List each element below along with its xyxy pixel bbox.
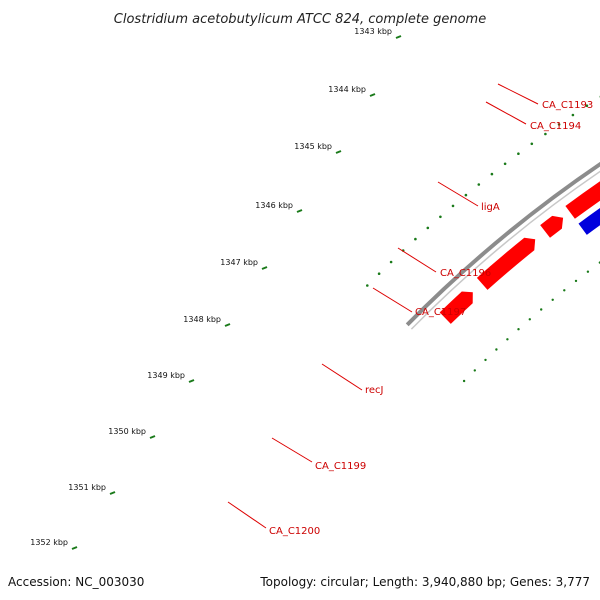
label-leader-line bbox=[372, 287, 413, 313]
label-leader-line bbox=[497, 83, 539, 105]
map-title: Clostridium acetobutylicum ATCC 824, com… bbox=[114, 12, 486, 27]
tick-mark bbox=[395, 35, 402, 39]
tick-dot bbox=[462, 379, 466, 383]
label-leader-line bbox=[397, 247, 437, 273]
tick-dot bbox=[426, 226, 430, 230]
backbone-arc bbox=[405, 161, 600, 327]
tick-label: 1350 kbp bbox=[108, 427, 146, 436]
tick-dot bbox=[366, 284, 369, 287]
tick-dot bbox=[451, 204, 455, 208]
tick-dot bbox=[377, 272, 381, 276]
label-leader-line bbox=[437, 181, 479, 207]
tick-dot bbox=[414, 237, 417, 241]
cds-arrow bbox=[476, 237, 536, 290]
tick-dot bbox=[585, 104, 589, 107]
tick-label: 1351 kbp bbox=[68, 483, 106, 492]
tick-dot bbox=[563, 289, 566, 292]
label-leader-line bbox=[485, 101, 527, 125]
tick-dot bbox=[586, 270, 590, 273]
tick-dot bbox=[484, 358, 487, 362]
tick-mark bbox=[71, 546, 78, 550]
tick-dot bbox=[477, 183, 481, 186]
tick-dot bbox=[517, 152, 520, 155]
tick-dot bbox=[473, 369, 476, 372]
tick-label: 1349 kbp bbox=[147, 371, 185, 380]
cds-arrow bbox=[565, 181, 600, 219]
tick-mark bbox=[335, 150, 342, 154]
tick-dot bbox=[464, 193, 468, 197]
gene-label-ca-c1200: CA_C1200 bbox=[269, 526, 320, 537]
tick-dot bbox=[540, 308, 543, 311]
gene-label-ca-c1197: CA_C1197 bbox=[415, 307, 466, 318]
tick-dot bbox=[517, 328, 520, 331]
gene-block bbox=[578, 208, 600, 235]
tick-dot bbox=[571, 113, 575, 117]
gene-labels: CA_C1193 CA_C1194 ligA CA_C1196 CA_C1197 recJ… bbox=[227, 83, 593, 537]
tick-dot-track bbox=[366, 95, 600, 383]
tick-dot bbox=[574, 279, 578, 283]
gene-label-ca-c1194: CA_C1194 bbox=[530, 121, 581, 132]
gene-label-ca-c1196: CA_C1196 bbox=[440, 268, 491, 279]
tick-dot bbox=[389, 260, 393, 264]
gene-label-ca-c1193: CA_C1193 bbox=[542, 100, 593, 111]
cds-arrow bbox=[540, 215, 564, 238]
tick-dot bbox=[439, 215, 442, 219]
gene-label-ca-c1199: CA_C1199 bbox=[315, 461, 366, 472]
tick-mark bbox=[149, 435, 156, 439]
gene-label-recj: recJ bbox=[365, 385, 384, 396]
tick-dot bbox=[490, 172, 494, 176]
tick-mark bbox=[296, 209, 303, 213]
genome-backbone bbox=[405, 161, 600, 330]
tick-marks: 1343 kbp 1344 kbp 1345 kbp 1346 kbp 1347 kbp… bbox=[30, 27, 402, 550]
tick-mark bbox=[261, 266, 268, 270]
tick-label: 1352 kbp bbox=[30, 538, 68, 547]
tick-mark bbox=[109, 491, 116, 495]
tick-dot bbox=[557, 123, 561, 126]
backbone-arc-inner bbox=[410, 170, 600, 330]
tick-mark bbox=[188, 379, 195, 383]
tick-label: 1348 kbp bbox=[183, 315, 221, 324]
tick-dot bbox=[503, 162, 507, 166]
cds-arrow bbox=[439, 291, 473, 324]
tick-label: 1343 kbp bbox=[354, 27, 392, 36]
genome-summary-text: Topology: circular; Length: 3,940,880 bp… bbox=[259, 575, 590, 589]
label-leader-line bbox=[321, 363, 363, 391]
tick-dot bbox=[495, 348, 498, 351]
tick-dot bbox=[506, 338, 509, 341]
tick-dot bbox=[530, 142, 534, 146]
tick-dot bbox=[551, 298, 554, 301]
feature-tracks bbox=[439, 181, 600, 324]
label-leader-line bbox=[271, 437, 313, 463]
accession-text: Accession: NC_003030 bbox=[8, 575, 144, 589]
tick-label: 1345 kbp bbox=[294, 142, 332, 151]
tick-mark bbox=[224, 323, 231, 327]
tick-dot bbox=[528, 318, 531, 321]
tick-mark bbox=[369, 93, 376, 97]
tick-label: 1347 kbp bbox=[220, 258, 258, 267]
tick-dot bbox=[544, 132, 547, 136]
tick-label: 1346 kbp bbox=[255, 201, 293, 210]
gene-label-liga: ligA bbox=[481, 202, 500, 213]
tick-label: 1344 kbp bbox=[328, 85, 366, 94]
label-leader-line bbox=[227, 501, 267, 529]
